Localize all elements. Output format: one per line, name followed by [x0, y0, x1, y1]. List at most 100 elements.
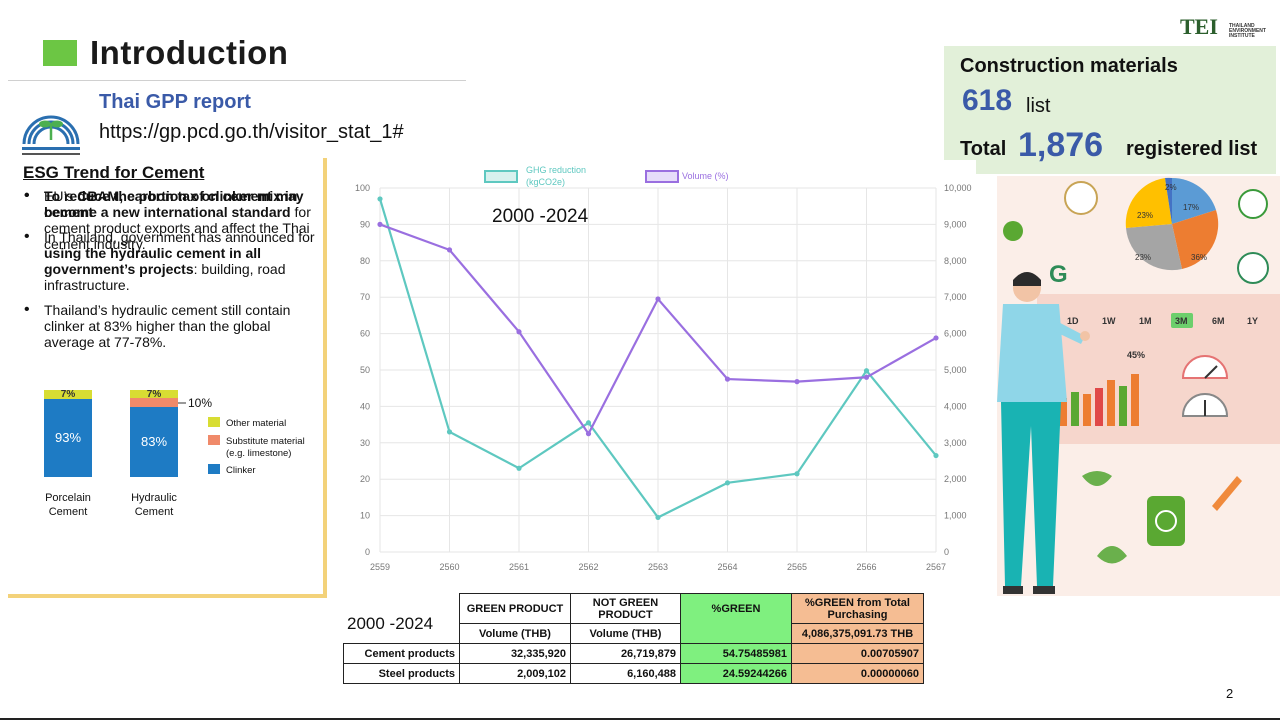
esg-title: ESG Trend for Cement: [23, 163, 205, 182]
tei-logo: TEI THAILAND ENVIRONMENT INSTITUTE: [1180, 14, 1272, 44]
row-green: 2,009,102: [459, 663, 571, 684]
svg-text:23%: 23%: [1135, 253, 1151, 262]
legend-clinker: Clinker: [226, 465, 256, 476]
hydraulic-substitute-label: 10%: [188, 396, 212, 410]
hydraulic-clinker-bar: [130, 407, 178, 477]
person-illustration-icon: [997, 272, 1090, 594]
y-left-tick: 90: [360, 219, 370, 229]
esg-bullet-4: EU’s CBAM, carbon tax on cement may beco…: [22, 188, 322, 252]
header-volume-not-green: Volume (THB): [570, 623, 681, 644]
series-point: [863, 368, 870, 374]
svg-text:1Y: 1Y: [1247, 316, 1258, 326]
green-g-logo-icon: G: [1049, 261, 1068, 288]
row-green: 32,335,920: [459, 643, 571, 664]
y-right-tick: 5,000: [944, 365, 967, 375]
y-right-tick: 7,000: [944, 292, 967, 302]
y-right-tick: 0: [944, 547, 949, 557]
tei-logo-subtitle: THAILAND ENVIRONMENT INSTITUTE: [1229, 23, 1266, 39]
y-left-tick: 100: [355, 183, 370, 193]
legend-clinker-swatch: [208, 464, 220, 474]
table-row: Steel products 2,009,102 6,160,488 24.59…: [343, 663, 924, 684]
chart-series: [377, 196, 939, 521]
svg-text:45%: 45%: [1127, 350, 1145, 360]
header-pct-green: %GREEN: [680, 593, 792, 644]
row-total: 0.00000060: [791, 663, 924, 684]
green-label-icon: [1237, 252, 1269, 284]
y-axis-left: 0 10 20 30 40 50 60 70 80 90 100: [355, 183, 370, 557]
porcelain-label-2: Cement: [49, 506, 88, 518]
series-point: [794, 379, 800, 385]
header-total-purchasing-value: 4,086,375,091.73 THB: [791, 623, 924, 644]
series-point: [446, 247, 453, 253]
y-right-tick: 1,000: [944, 511, 967, 521]
x-tick: 2564: [717, 562, 737, 572]
construction-total-unit: registered list: [1126, 138, 1258, 160]
legend-substitute: Substitute material: [226, 436, 305, 447]
ghg-volume-line-chart: 0 10 20 30 40 50 60 70 80 90 100 0 1,000 2,000 3,000 4…: [332, 160, 976, 596]
hydraulic-other-label: 7%: [147, 389, 162, 400]
gpp-report-url[interactable]: https://gp.pcd.go.th/visitor_stat_1#: [99, 121, 404, 143]
construction-title: Construction materials: [960, 55, 1178, 77]
y-right-tick: 8,000: [944, 256, 967, 266]
header-green-product: GREEN PRODUCT: [459, 593, 571, 624]
construction-count-unit: list: [1026, 95, 1051, 117]
series-point: [724, 480, 731, 486]
series-point: [933, 335, 939, 341]
y-left-tick: 70: [360, 292, 370, 302]
x-axis: 2559 2560 2561 2562 2563 2564 2565 2566 2567: [370, 562, 946, 572]
row-pct: 24.59244266: [680, 663, 792, 684]
y-axis-right: 0 1,000 2,000 3,000 4,000 5,000 6,000 7,000 8,00…: [944, 183, 972, 557]
header-volume-green: Volume (THB): [459, 623, 571, 644]
row-not-green: 26,719,879: [570, 643, 681, 664]
y-right-tick: 2,000: [944, 474, 967, 484]
legend-volume-swatch: [645, 170, 679, 183]
construction-total-label: Total: [960, 138, 1007, 160]
series-point: [516, 329, 522, 335]
page-number: 2: [1226, 686, 1234, 701]
x-tick: 2565: [787, 562, 807, 572]
svg-text:23%: 23%: [1137, 211, 1153, 220]
y-left-tick: 60: [360, 329, 370, 339]
esg-panel: ESG Trend for Cement To reduce the porti…: [8, 158, 327, 598]
title-marker: [43, 40, 77, 66]
series-point: [655, 296, 661, 302]
row-name: Cement products: [343, 643, 460, 664]
svg-text:6M: 6M: [1212, 316, 1225, 326]
construction-materials-box: Construction materials 618 list Total 1,…: [944, 46, 1276, 174]
recycle-badge-icon: [1238, 189, 1268, 219]
pcd-logo: [22, 115, 80, 155]
porcelain-clinker-bar: [44, 399, 92, 477]
svg-text:1D: 1D: [1067, 316, 1079, 326]
y-right-tick: 10,000: [944, 183, 972, 193]
y-left-tick: 20: [360, 474, 370, 484]
y-left-tick: 0: [365, 547, 370, 557]
row-pct: 54.75485981: [680, 643, 792, 664]
analytics-illustration: 2% 17% 36% 23% 23% G 1D 1W 1M 3M 6M 1Y 4…: [997, 176, 1280, 596]
cement-composition-chart: 7% 93% Porcelain Cement 7% 10% 83% Hydra…: [44, 389, 305, 518]
svg-text:17%: 17%: [1183, 203, 1199, 212]
svg-text:1M: 1M: [1139, 316, 1152, 326]
svg-text:2%: 2%: [1165, 183, 1177, 192]
legend-other: Other material: [226, 418, 286, 429]
bottom-divider: [0, 718, 1280, 720]
x-tick: 2563: [648, 562, 668, 572]
svg-text:1W: 1W: [1102, 316, 1116, 326]
porcelain-other-bar: [44, 390, 92, 399]
table-row: Cement products 32,335,920 26,719,879 54…: [343, 643, 924, 664]
bar-chart-icon: [1059, 374, 1139, 426]
series-point: [933, 452, 939, 459]
series-point: [377, 221, 383, 227]
recycle-bin-icon: [1147, 496, 1185, 546]
header-not-green-product: NOT GREEN PRODUCT: [570, 593, 681, 624]
porcelain-label-1: Porcelain: [45, 492, 91, 504]
hydraulic-other-bar: [130, 390, 178, 398]
hydraulic-substitute-bar: [130, 398, 178, 407]
header-pct-green-total: %GREEN from Total Purchasing: [791, 593, 924, 624]
y-right-tick: 3,000: [944, 438, 967, 448]
y-left-tick: 50: [360, 365, 370, 375]
table-period-label: 2000 -2024: [347, 614, 434, 633]
series-point: [863, 374, 870, 380]
leaf-icon-2: [1082, 471, 1112, 486]
legend-volume-label: Volume (%): [682, 171, 729, 181]
x-tick: 2566: [856, 562, 876, 572]
